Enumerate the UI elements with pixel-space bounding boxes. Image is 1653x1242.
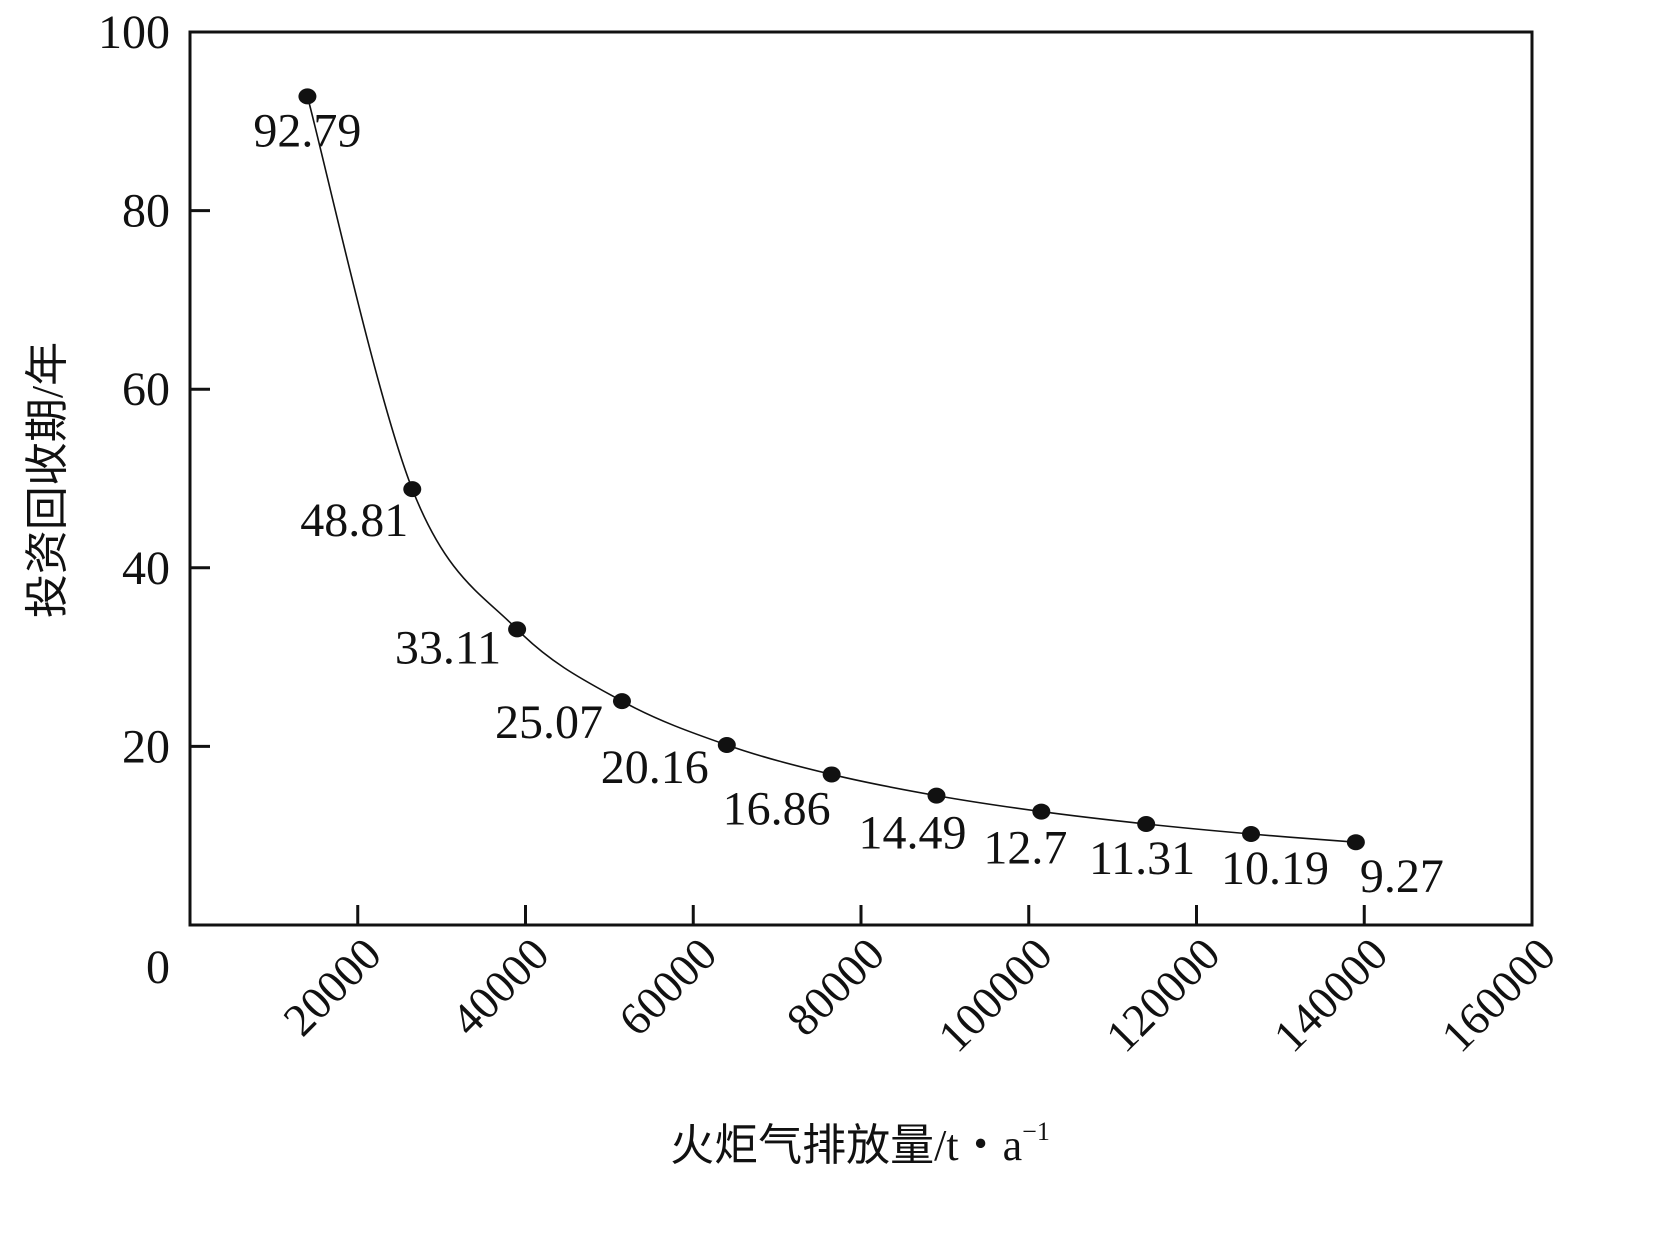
y-tick-label: 80 — [122, 185, 170, 238]
data-point — [1346, 834, 1365, 851]
x-tick-label: 120000 — [1096, 928, 1230, 1062]
data-label: 92.79 — [253, 104, 361, 157]
data-point — [927, 787, 946, 804]
x-axis-label: 火炬气排放量/t・a−1 — [670, 1117, 1050, 1170]
x-tick-label: 140000 — [1264, 928, 1398, 1062]
data-point — [403, 481, 422, 498]
data-point — [612, 693, 631, 710]
data-label: 33.11 — [395, 621, 501, 674]
x-axis-label-superscript: −1 — [1022, 1117, 1050, 1146]
data-label: 20.16 — [601, 741, 709, 794]
y-axis-label: 投资回收期/年 — [23, 342, 72, 618]
data-label: 12.7 — [983, 822, 1067, 875]
data-label: 48.81 — [300, 494, 408, 547]
data-point — [717, 736, 736, 753]
x-tick-label: 40000 — [441, 928, 558, 1045]
data-point — [1242, 826, 1261, 843]
data-point — [1137, 816, 1156, 833]
x-axis-label-main: 火炬气排放量/t・a — [670, 1121, 1022, 1170]
y-tick-label: 100 — [98, 6, 170, 59]
y-tick-label: 40 — [122, 542, 170, 595]
y-tick-label: 60 — [122, 363, 170, 416]
data-label: 9.27 — [1360, 850, 1444, 903]
plot-frame — [188, 30, 1534, 927]
series-line — [306, 96, 1356, 844]
data-point — [1032, 803, 1051, 820]
data-point — [508, 621, 527, 638]
data-label: 10.19 — [1221, 842, 1329, 895]
data-label: 16.86 — [723, 782, 831, 835]
y-tick-label: 0 — [146, 941, 170, 994]
data-point — [298, 88, 317, 105]
x-tick-label: 80000 — [777, 928, 894, 1045]
x-tick-label: 20000 — [273, 928, 390, 1045]
data-label: 14.49 — [858, 807, 966, 860]
data-label: 11.31 — [1089, 832, 1195, 885]
x-tick-label: 100000 — [928, 928, 1062, 1062]
x-tick-label: 60000 — [609, 928, 726, 1045]
data-point — [822, 766, 841, 783]
x-tick-label: 160000 — [1431, 928, 1565, 1062]
data-label: 25.07 — [495, 696, 603, 749]
y-tick-label: 20 — [122, 720, 170, 773]
